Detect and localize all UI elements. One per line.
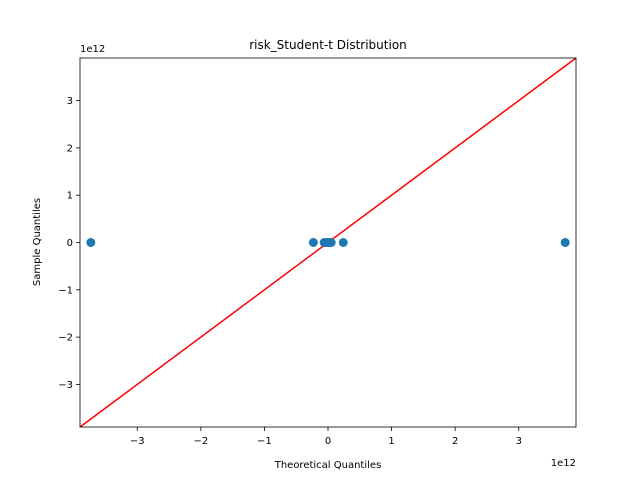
x-tick-label: −3 bbox=[130, 436, 145, 447]
y-tick-label: −1 bbox=[58, 285, 73, 296]
y-ticks: −3 −2 −1 0 1 2 3 bbox=[58, 96, 80, 391]
x-tick-label: −1 bbox=[257, 436, 272, 447]
y-tick-label: 2 bbox=[67, 143, 73, 154]
y-tick-label: 3 bbox=[67, 96, 73, 107]
data-point bbox=[308, 238, 318, 247]
y-tick-label: −3 bbox=[58, 380, 73, 391]
y-tick-label: −2 bbox=[58, 333, 73, 344]
data-point bbox=[86, 238, 96, 247]
data-point bbox=[560, 238, 570, 247]
x-tick-label: 2 bbox=[452, 436, 458, 447]
y-tick-label: 0 bbox=[67, 238, 73, 249]
x-tick-label: 3 bbox=[516, 436, 522, 447]
x-offset-label: 1e12 bbox=[551, 458, 576, 469]
x-tick-label: 0 bbox=[325, 436, 331, 447]
y-offset-label: 1e12 bbox=[80, 44, 105, 55]
x-ticks: −3 −2 −1 0 1 2 3 bbox=[130, 427, 522, 447]
points-layer bbox=[86, 238, 570, 247]
data-point bbox=[338, 238, 348, 247]
y-axis-label: Sample Quantiles bbox=[32, 198, 43, 286]
x-tick-label: −2 bbox=[193, 436, 208, 447]
x-tick-label: 1 bbox=[388, 436, 394, 447]
data-point bbox=[326, 238, 336, 247]
y-tick-label: 1 bbox=[67, 191, 73, 202]
x-axis-label: Theoretical Quantiles bbox=[274, 460, 382, 471]
chart-title: risk_Student-t Distribution bbox=[249, 38, 407, 52]
